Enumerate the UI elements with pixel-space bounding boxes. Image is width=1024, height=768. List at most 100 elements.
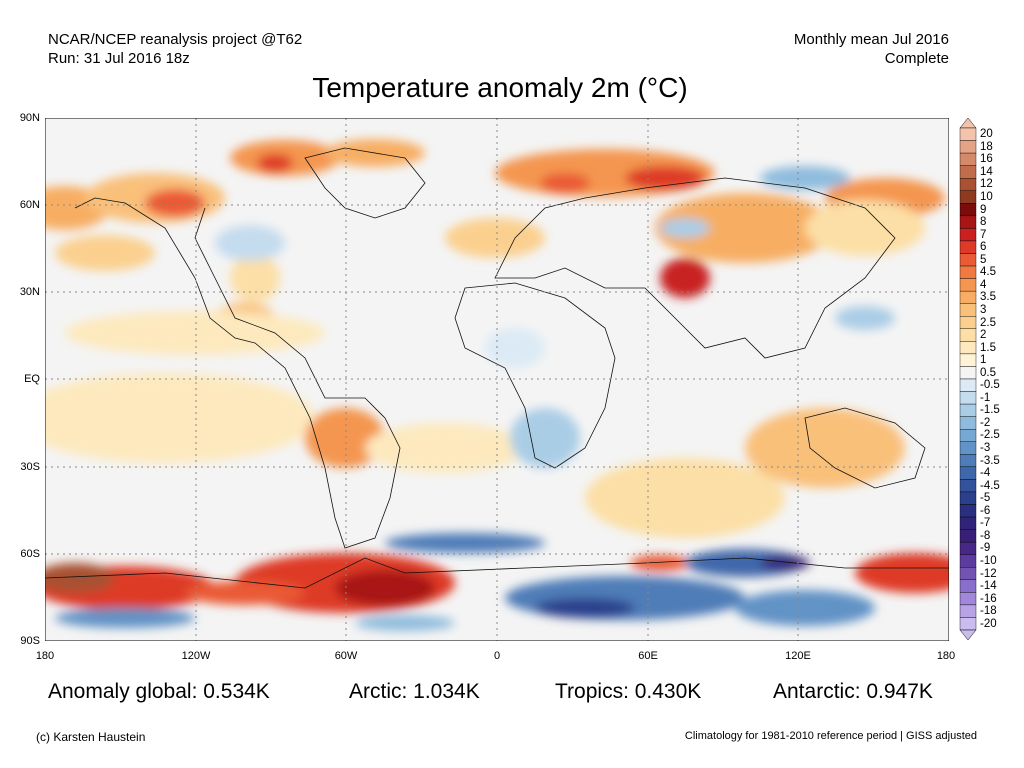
period-info: Monthly mean Jul 2016 Complete <box>794 30 949 68</box>
colorbar-cell <box>959 391 977 405</box>
run-time-label: Run: 31 Jul 2016 18z <box>48 50 190 67</box>
colorbar-cell <box>959 290 977 304</box>
map-title: Temperature anomaly 2m (°C) <box>312 72 688 103</box>
colorbar-cell <box>959 454 977 468</box>
colorbar-label: 20 <box>980 128 993 141</box>
colorbar-label: 3.5 <box>980 291 996 304</box>
colorbar-cell <box>959 240 977 254</box>
colorbar-label: -7 <box>980 517 991 530</box>
colorbar-cell <box>959 366 977 380</box>
colorbar-min-arrow <box>959 629 977 640</box>
colorbar-label: -16 <box>980 592 997 605</box>
colorbar-label: -18 <box>980 605 997 618</box>
colorbar-label: 10 <box>980 191 993 204</box>
colorbar-label: -1.5 <box>980 404 1000 417</box>
lat-label-60s: 60S <box>20 548 40 560</box>
colorbar-label: 12 <box>980 178 993 191</box>
colorbar-label: 0.5 <box>980 366 996 379</box>
colorbar-cell <box>959 265 977 279</box>
colorbar-label: 7 <box>980 228 987 241</box>
colorbar-cell <box>959 203 977 217</box>
lon-label-60e: 60E <box>638 650 658 662</box>
colorbar-label: 18 <box>980 140 993 153</box>
colorbar-label: -10 <box>980 554 997 567</box>
colorbar-cell <box>959 567 977 581</box>
colorbar-cell <box>959 341 977 355</box>
colorbar-label: 9 <box>980 203 987 216</box>
colorbar-cell <box>959 303 977 317</box>
colorbar-label: -6 <box>980 504 991 517</box>
climatology-note: Climatology for 1981-2010 reference peri… <box>684 730 977 742</box>
status-label: Complete <box>884 50 949 67</box>
colorbar-label: -3.5 <box>980 454 1000 467</box>
colorbar-cell <box>959 127 977 141</box>
colorbar-label: -1 <box>980 391 991 404</box>
colorbar-label: 1 <box>980 354 987 367</box>
colorbar-label: -12 <box>980 567 997 580</box>
lon-label-120w: 120W <box>181 650 211 662</box>
lon-label-180e: 180 <box>936 650 956 662</box>
colorbar-max-arrow <box>959 118 977 129</box>
colorbar-cell <box>959 617 977 631</box>
lon-label-120e: 120E <box>785 650 811 662</box>
colorbar-cell <box>959 353 977 367</box>
colorbar-cell <box>959 328 977 342</box>
colorbar-cell <box>959 165 977 179</box>
colorbar-cell <box>959 403 977 417</box>
colorbar-cell <box>959 554 977 568</box>
colorbar-cell <box>959 579 977 593</box>
lon-label-60w: 60W <box>334 650 358 662</box>
colorbar-label: 4 <box>980 278 987 291</box>
colorbar-label: -9 <box>980 542 991 555</box>
period-label: Monthly mean Jul 2016 <box>793 31 949 48</box>
colorbar-label: -20 <box>980 617 997 630</box>
colorbar-label: 6 <box>980 241 987 254</box>
anomaly-field <box>45 139 949 631</box>
lat-label-90s: 90S <box>20 635 40 647</box>
colorbar-cell <box>959 479 977 493</box>
lat-label-60n: 60N <box>19 199 40 211</box>
colorbar-cell <box>959 228 977 242</box>
colorbar-cell <box>959 541 977 555</box>
lat-label-eq: EQ <box>24 373 40 385</box>
coastlines <box>45 147 949 589</box>
colorbar-cells <box>959 118 977 640</box>
colorbar-label: 2.5 <box>980 316 996 329</box>
colorbar-label: 2 <box>980 329 987 342</box>
run-info: NCAR/NCEP reanalysis project @T62 Run: 3… <box>48 30 302 68</box>
colorbar-label: -4.5 <box>980 479 1000 492</box>
colorbar-label: -2.5 <box>980 429 1000 442</box>
colorbar-label: -3 <box>980 442 991 455</box>
colorbar-cell <box>959 491 977 505</box>
colorbar-cell <box>959 215 977 229</box>
colorbar-label: 5 <box>980 253 987 266</box>
colorbar-cell <box>959 316 977 330</box>
colorbar-cell <box>959 378 977 392</box>
credit-label: (c) Karsten Haustein <box>36 730 146 744</box>
colorbar <box>959 118 977 640</box>
colorbar-cell <box>959 253 977 267</box>
source-label: NCAR/NCEP reanalysis project @T62 <box>48 31 303 48</box>
colorbar-label: 1.5 <box>980 341 996 354</box>
colorbar-cell <box>959 604 977 618</box>
colorbar-label: 3 <box>980 303 987 316</box>
colorbar-label: -2 <box>980 416 991 429</box>
colorbar-label: -8 <box>980 529 991 542</box>
colorbar-label: 4.5 <box>980 266 996 279</box>
colorbar-cell <box>959 140 977 154</box>
lon-label-180w: 180 <box>35 650 55 662</box>
colorbar-label: -0.5 <box>980 379 1000 392</box>
colorbar-label: -4 <box>980 467 991 480</box>
colorbar-cell <box>959 178 977 191</box>
global-anomaly: Anomaly global: 0.534K <box>48 680 270 703</box>
tropics-anomaly: Tropics: 0.430K <box>555 680 702 703</box>
colorbar-cell <box>959 416 977 430</box>
antarctic-anomaly: Antarctic: 0.947K <box>773 680 933 703</box>
colorbar-cell <box>959 592 977 606</box>
colorbar-cell <box>959 441 977 455</box>
colorbar-cell <box>959 429 977 442</box>
lon-label-0: 0 <box>493 650 501 662</box>
colorbar-cell <box>959 190 977 204</box>
colorbar-label: -5 <box>980 492 991 505</box>
colorbar-label: -14 <box>980 580 997 593</box>
